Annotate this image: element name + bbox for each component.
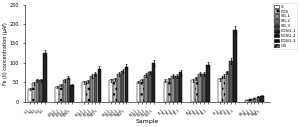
Bar <box>226 73 229 101</box>
X-axis label: Sample: Sample <box>136 119 160 124</box>
Bar <box>199 74 202 101</box>
Bar <box>233 30 237 101</box>
Bar <box>40 80 43 101</box>
Bar <box>121 71 124 101</box>
Bar <box>222 76 225 101</box>
Bar <box>136 82 140 101</box>
Bar <box>195 78 198 101</box>
Y-axis label: Fe (II) concentration (µAf): Fe (II) concentration (µAf) <box>3 22 8 85</box>
Bar <box>164 81 167 101</box>
Bar <box>202 74 206 101</box>
Bar <box>249 99 252 101</box>
Bar <box>67 77 70 101</box>
Bar <box>28 89 32 101</box>
Bar <box>113 80 117 101</box>
Bar <box>36 80 39 101</box>
Bar <box>179 73 182 101</box>
Legend: S, FDS, SG-1, SG-2, SG-3, FDSG-1, FDSG-2, FDSG-3, GB: S, FDS, SG-1, SG-2, SG-3, FDSG-1, FDSG-2… <box>273 3 297 49</box>
Bar <box>140 80 144 101</box>
Bar <box>144 75 148 101</box>
Bar <box>206 65 210 101</box>
Bar <box>94 74 97 101</box>
Bar <box>110 80 113 101</box>
Bar <box>117 74 121 101</box>
Bar <box>125 67 128 101</box>
Bar <box>260 96 264 101</box>
Bar <box>218 80 221 101</box>
Bar <box>191 80 194 101</box>
Bar <box>55 87 59 101</box>
Bar <box>245 100 249 101</box>
Bar <box>98 69 101 101</box>
Bar <box>256 97 260 101</box>
Bar <box>86 81 90 101</box>
Bar <box>63 80 66 101</box>
Bar <box>43 53 47 101</box>
Bar <box>148 73 152 101</box>
Bar <box>32 83 35 101</box>
Bar <box>152 63 155 101</box>
Bar <box>253 98 256 101</box>
Bar <box>171 76 175 101</box>
Bar <box>230 61 233 101</box>
Bar <box>59 85 62 101</box>
Bar <box>167 79 171 101</box>
Bar <box>175 76 178 101</box>
Bar <box>82 82 86 101</box>
Bar <box>70 85 74 101</box>
Bar <box>90 76 93 101</box>
